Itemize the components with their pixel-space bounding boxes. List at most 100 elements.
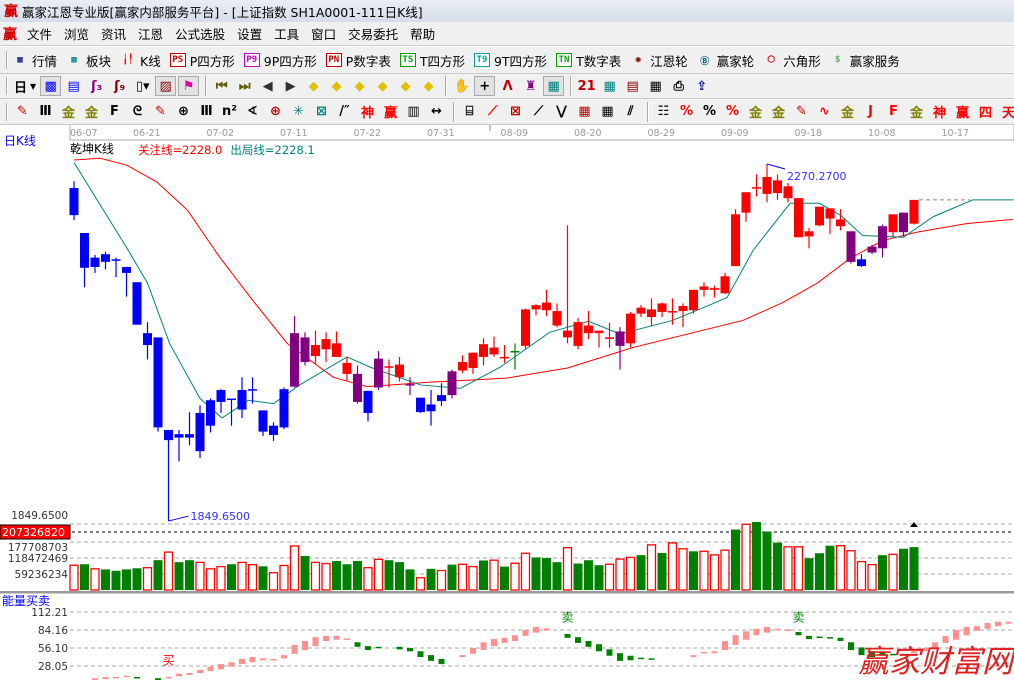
candle-body[interactable]	[216, 390, 226, 402]
four-lines-icon[interactable]: Ⅲ	[200, 104, 213, 119]
volume-bar[interactable]	[888, 553, 898, 591]
candle-body[interactable]	[804, 231, 814, 237]
candle-body[interactable]	[521, 309, 530, 346]
volume-bar[interactable]	[752, 522, 761, 590]
volume-bar[interactable]	[520, 552, 531, 591]
volume-bar[interactable]	[436, 569, 447, 591]
si-angle-icon[interactable]: 四	[978, 106, 992, 121]
volume-bar[interactable]	[142, 567, 153, 591]
candle-body[interactable]	[353, 373, 362, 402]
volume-bar[interactable]	[132, 568, 142, 590]
calendar-icon[interactable]: 21	[577, 78, 596, 94]
toolbar-button[interactable]: TN T数字表	[556, 51, 621, 70]
box-grid-icon[interactable]: ⊠	[510, 104, 521, 119]
volume-bar[interactable]	[80, 564, 89, 590]
volume-bar[interactable]	[500, 566, 509, 590]
candle-body[interactable]	[90, 257, 100, 267]
candle-body[interactable]	[395, 364, 404, 378]
volume-bar[interactable]	[731, 529, 740, 590]
width-icon[interactable]: ↔	[431, 104, 442, 119]
candle-body[interactable]	[615, 331, 625, 346]
candle-body[interactable]	[321, 339, 331, 350]
candle-body[interactable]	[878, 226, 887, 249]
candle-body[interactable]	[384, 366, 394, 368]
candle-body[interactable]	[636, 307, 646, 314]
tian-angle-icon[interactable]: 天	[1001, 106, 1014, 121]
candle-body[interactable]	[80, 232, 89, 268]
chart-area[interactable]: 日K线 06-07 06-21 07-02 07-11 07-22 07-31 08-09 08…	[0, 125, 1014, 680]
candle-body[interactable]	[752, 187, 761, 189]
zoom-in-icon[interactable]: ◆	[400, 78, 411, 94]
volume-bar[interactable]	[457, 563, 468, 591]
candle-body[interactable]	[846, 231, 856, 262]
volume-bar[interactable]	[678, 548, 688, 591]
target-icon[interactable]: ⊕	[270, 104, 281, 119]
volume-bar[interactable]	[510, 562, 520, 591]
gold-lines-icon[interactable]: 金	[61, 106, 75, 121]
candle-body[interactable]	[584, 325, 593, 334]
wave3-icon[interactable]: ʃ₃	[91, 78, 103, 94]
volume-bar[interactable]	[185, 560, 194, 590]
toolbar-grip[interactable]	[6, 102, 8, 121]
volume-bar[interactable]	[636, 555, 646, 590]
toolbar-button[interactable]: PN P数字表	[325, 51, 391, 70]
toolbar-button[interactable]: T9 9T四方形	[473, 51, 547, 70]
volume-bar[interactable]	[709, 554, 720, 591]
toolbar-button[interactable]: P9 9P四方形	[243, 51, 317, 70]
web-icon[interactable]: ✳	[293, 104, 304, 119]
toolbar-button[interactable]: $ 赢家服务	[830, 51, 900, 70]
candle-body[interactable]	[647, 309, 656, 318]
volume-bar[interactable]	[762, 531, 772, 590]
ruler-pen-icon[interactable]: ✎	[155, 104, 166, 119]
volume-bar[interactable]	[258, 566, 268, 590]
menu-item[interactable]: 交易委托	[348, 27, 399, 42]
f-angle-icon[interactable]: F	[889, 104, 898, 119]
volume-bar[interactable]	[646, 544, 657, 591]
square-web-icon[interactable]: ⊠	[316, 104, 327, 119]
pen-icon[interactable]: ✎	[17, 104, 28, 119]
export-icon[interactable]: ⇪	[696, 78, 708, 94]
brain-icon[interactable]: ▦	[543, 76, 565, 96]
candle-body[interactable]	[279, 389, 289, 428]
volume-bar[interactable]	[699, 550, 709, 591]
toolbar-button[interactable]: Ⓑ 赢家轮	[697, 51, 754, 70]
volume-bar[interactable]	[846, 550, 856, 591]
volume-bar[interactable]	[415, 577, 426, 591]
candle-body[interactable]	[563, 330, 572, 338]
toolbar-button[interactable]: ⬡ 六角形	[763, 51, 820, 70]
ying-angle-icon[interactable]: 赢	[955, 106, 969, 121]
n-square-icon[interactable]: n²	[222, 104, 237, 119]
candle-body[interactable]	[794, 198, 803, 238]
volume-bar[interactable]	[174, 562, 184, 590]
wave9-icon[interactable]: ʃ₉	[114, 78, 126, 94]
volume-bar[interactable]	[122, 569, 131, 590]
candle-body[interactable]	[227, 398, 236, 401]
candle-body[interactable]	[710, 288, 719, 290]
candle-body[interactable]	[510, 350, 520, 353]
percent-lines-icon[interactable]: %	[725, 104, 740, 119]
fan-red-icon[interactable]: ⟋	[487, 104, 498, 119]
candle-body[interactable]	[783, 186, 793, 199]
volume-bar[interactable]	[90, 568, 100, 591]
volume-bar[interactable]	[793, 546, 804, 591]
candle-body[interactable]	[332, 343, 341, 357]
toolbar-button[interactable]: ╽╿ K线	[120, 51, 161, 70]
grid-icon[interactable]: ▦	[649, 78, 662, 94]
toolbar-button[interactable]: ▦ 行情	[12, 51, 57, 70]
volume-bar[interactable]	[909, 547, 919, 590]
candle-type-icon[interactable]: ▯▾	[135, 78, 150, 94]
candle-body[interactable]	[174, 434, 184, 438]
candle-body[interactable]	[489, 347, 499, 355]
volume-bar[interactable]	[205, 568, 216, 591]
candle-body[interactable]	[69, 187, 79, 216]
candle-body[interactable]	[857, 259, 866, 267]
volume-bar[interactable]	[783, 546, 793, 591]
volume-bar[interactable]	[247, 564, 258, 591]
volume-bar[interactable]	[69, 564, 79, 591]
volume-bar[interactable]	[594, 565, 604, 590]
print-icon[interactable]: ⎙	[673, 78, 684, 94]
volume-bar[interactable]	[604, 563, 615, 591]
candle-body[interactable]	[342, 362, 352, 374]
volume-bar[interactable]	[804, 558, 814, 590]
volume-bar[interactable]	[542, 557, 551, 590]
